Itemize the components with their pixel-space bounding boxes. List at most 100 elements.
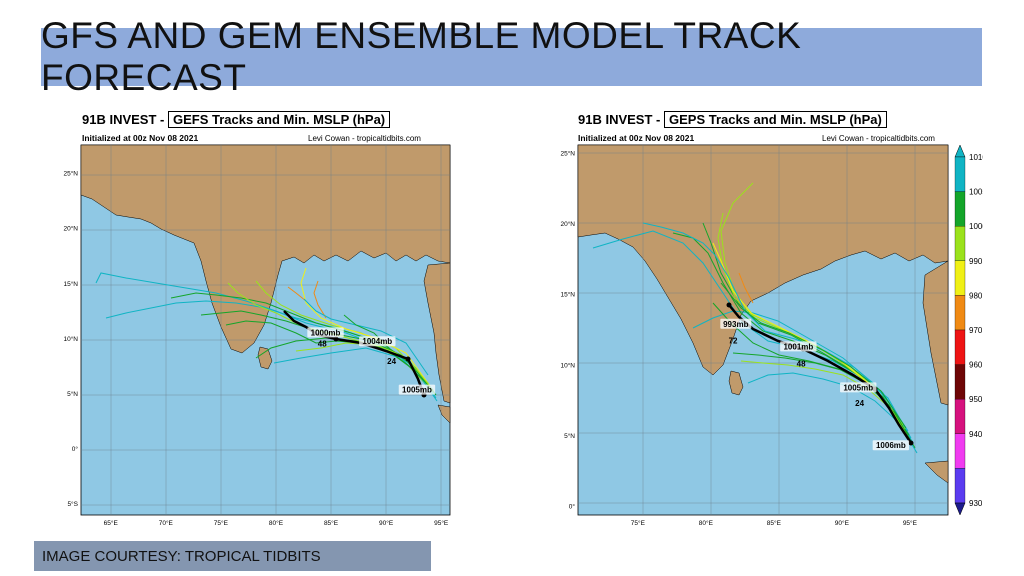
track-label-bg: [872, 440, 910, 451]
geps-panel-title: 91B INVEST - GEPS Tracks and Min. MSLP (…: [578, 111, 887, 128]
lon-tick-label: 80°E: [699, 519, 714, 527]
title-banner: GFS AND GEM ENSEMBLE MODEL TRACK FORECAS…: [41, 15, 982, 98]
land-srilanka-left: [257, 346, 273, 370]
colorbar-segment: [954, 226, 966, 261]
lon-tick-label: 65°E: [104, 519, 119, 527]
gefs-track-dot: [333, 336, 339, 342]
lon-tick-label: 90°E: [379, 519, 394, 527]
geps-map: 993mb 72 1001mb 48 1005mb 24 1006mb 25°N 20°N 15…: [560, 144, 983, 527]
track-label-bg: [359, 336, 396, 347]
track-label-bg: [720, 318, 752, 329]
colorbar-label: 950: [969, 395, 983, 404]
gefs-track-dot: [405, 356, 411, 362]
colorbar-label: 980: [969, 291, 983, 300]
colorbar-segment: [954, 399, 966, 434]
colorbar-segment: [954, 364, 966, 400]
forecast-hour-label: 48: [797, 359, 806, 368]
lat-tick-label: 0°: [569, 503, 576, 511]
geps-colorbar: 1010 1005 1000 990 980 970 960 950 940 930: [954, 144, 983, 516]
gefs-storm-label: 91B INVEST -: [82, 112, 165, 127]
geps-init-time: Initialized at 00z Nov 08 2021: [578, 133, 695, 143]
colorbar-label: 940: [969, 430, 983, 439]
lon-tick-label: 95°E: [434, 519, 449, 527]
pressure-label: 1005mb: [402, 386, 432, 395]
gefs-map: 1000mb 48 1004mb 24 1005mb 25°N 20°N 15°N 10°N 5…: [63, 144, 451, 527]
lon-tick-label: 80°E: [269, 519, 284, 527]
land-myanmar-left: [423, 262, 451, 404]
colorbar-segment: [954, 260, 966, 296]
colorbar-label: 1000: [969, 222, 983, 231]
geps-track-dot: [908, 440, 914, 446]
pressure-label: 1005mb: [843, 383, 873, 392]
colorbar-top-arrow: [954, 144, 966, 158]
pressure-label: 993mb: [723, 320, 748, 329]
lon-tick-label: 90°E: [835, 519, 850, 527]
lat-tick-label: 5°N: [67, 390, 78, 398]
gefs-lat-labels: 25°N 20°N 15°N 10°N 5°N 0° 5°S: [63, 170, 78, 508]
image-courtesy-bar: IMAGE COURTESY: TROPICAL TIDBITS: [34, 541, 431, 571]
lat-tick-label: 25°N: [560, 149, 575, 157]
lon-tick-label: 85°E: [767, 519, 782, 527]
colorbar-segment: [954, 191, 966, 227]
lat-tick-label: 10°N: [560, 361, 575, 369]
pressure-label: 1001mb: [783, 342, 813, 351]
geps-storm-label: 91B INVEST -: [578, 112, 661, 127]
lat-tick-label: 15°N: [560, 291, 575, 299]
land-india-right: [577, 144, 949, 376]
lat-tick-label: 15°N: [63, 280, 78, 288]
lat-tick-label: 0°: [72, 445, 79, 453]
image-courtesy-text: IMAGE COURTESY: TROPICAL TIDBITS: [42, 547, 321, 565]
geps-product-label: GEPS Tracks and Min. MSLP (hPa): [663, 111, 887, 128]
geps-track-dot: [726, 302, 732, 308]
colorbar-label: 930: [969, 499, 983, 508]
lat-tick-label: 5°N: [564, 432, 575, 440]
pressure-label: 1004mb: [362, 337, 392, 346]
colorbar-segment: [954, 468, 966, 504]
gefs-panel-title: 91B INVEST - GEFS Tracks and Min. MSLP (…: [82, 111, 391, 128]
gefs-mean-track: [283, 310, 426, 396]
track-label-bg: [307, 327, 344, 338]
lon-tick-label: 95°E: [903, 519, 918, 527]
gefs-credit: Levi Cowan - tropicaltidbits.com: [308, 134, 421, 143]
track-label-bg: [780, 341, 817, 352]
lat-tick-label: 25°N: [63, 170, 78, 178]
gefs-init-time: Initialized at 00z Nov 08 2021: [82, 133, 199, 143]
lon-tick-label: 75°E: [631, 519, 646, 527]
forecast-hour-label: 24: [387, 357, 396, 366]
land-india-left: [80, 144, 451, 354]
land-srilanka-right: [728, 370, 744, 396]
colorbar-segment: [954, 433, 966, 469]
land-sumatra-right: [924, 460, 949, 484]
pressure-label: 1000mb: [311, 328, 341, 337]
colorbar-label: 1010: [969, 153, 983, 162]
gefs-product-label: GEFS Tracks and Min. MSLP (hPa): [167, 111, 391, 128]
forecast-hour-label: 48: [318, 339, 327, 348]
gefs-lon-labels: 65°E 70°E 75°E 80°E 85°E 90°E 95°E: [104, 519, 449, 527]
forecast-hour-label: 72: [729, 337, 738, 346]
colorbar-label: 960: [969, 361, 983, 370]
geps-lat-labels: 25°N 20°N 15°N 10°N 5°N 0°: [560, 149, 575, 510]
colorbar-label: 1005: [969, 188, 983, 197]
colorbar-segment: [954, 156, 966, 192]
pressure-label: 1006mb: [876, 441, 906, 450]
gefs-track-labels: 1000mb 48 1004mb 24 1005mb: [307, 327, 436, 395]
lat-tick-label: 20°N: [63, 225, 78, 233]
lat-tick-label: 10°N: [63, 335, 78, 343]
lon-tick-label: 70°E: [159, 519, 174, 527]
colorbar-label: 990: [969, 257, 983, 266]
lon-tick-label: 85°E: [324, 519, 339, 527]
lat-tick-label: 5°S: [67, 500, 78, 508]
colorbar-bottom-arrow: [954, 502, 966, 516]
forecast-hour-label: 24: [855, 399, 864, 408]
geps-track-labels: 993mb 72 1001mb 48 1005mb 24 1006mb: [720, 318, 910, 451]
land-myanmar-right: [922, 260, 949, 406]
track-label-bg: [840, 382, 877, 393]
lat-tick-label: 20°N: [560, 220, 575, 228]
geps-lon-labels: 75°E 80°E 85°E 90°E 95°E: [631, 519, 918, 527]
slide-title: GFS AND GEM ENSEMBLE MODEL TRACK FORECAS…: [41, 15, 802, 98]
lon-tick-label: 75°E: [214, 519, 229, 527]
colorbar-segment: [954, 329, 966, 365]
track-label-bg: [398, 384, 436, 395]
colorbar-label: 970: [969, 326, 983, 335]
colorbar-segment: [954, 295, 966, 331]
